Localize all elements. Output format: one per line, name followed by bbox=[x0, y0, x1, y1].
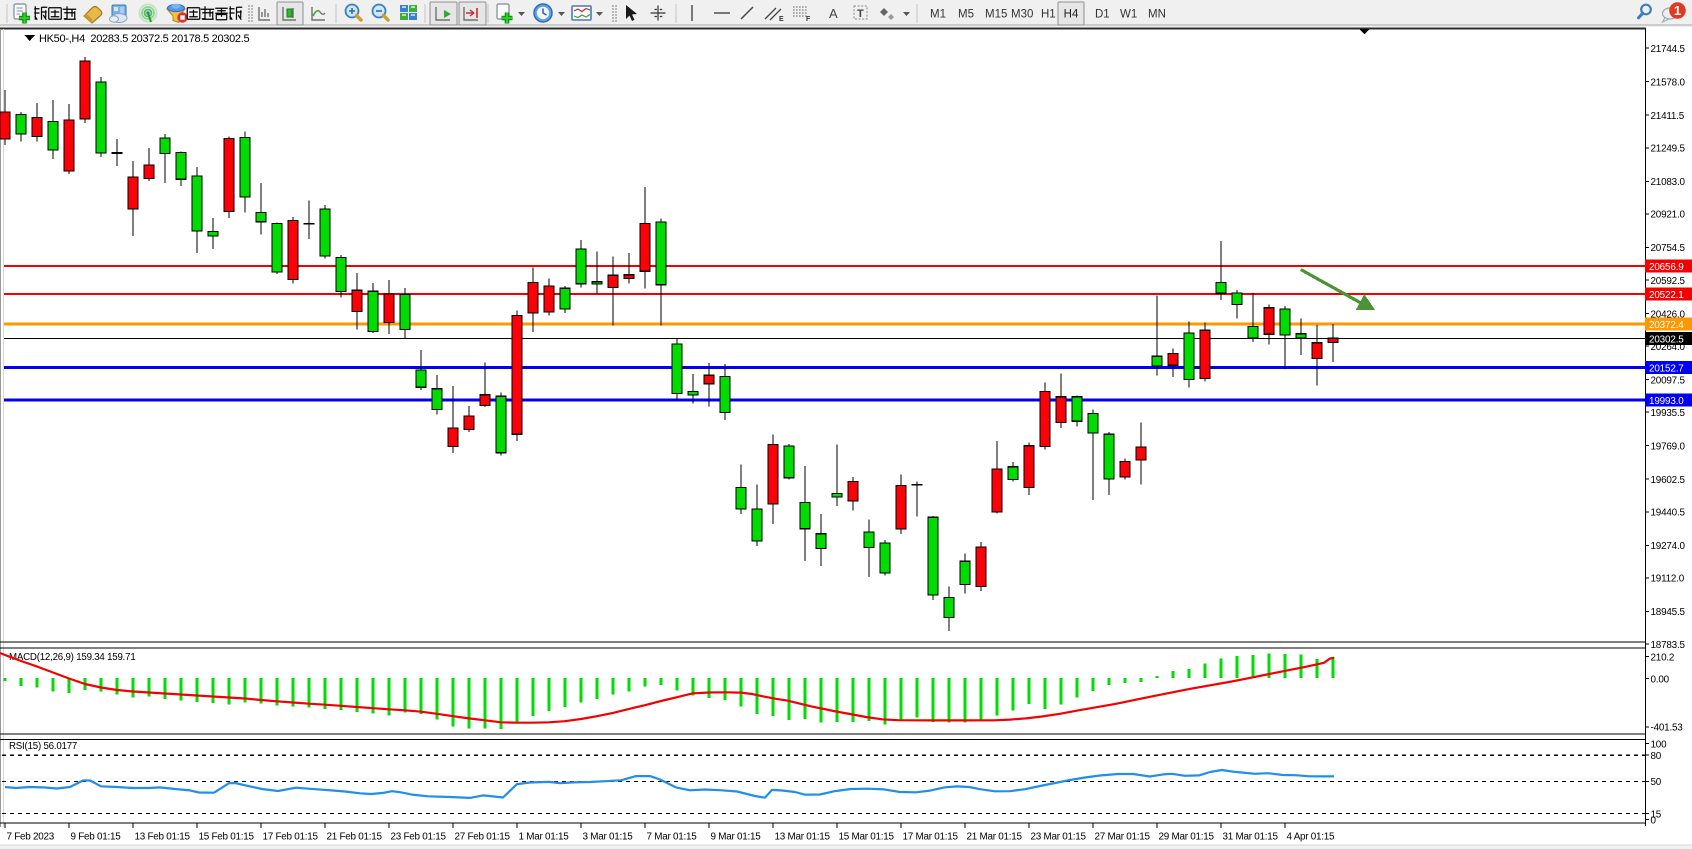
svg-text:20921.0: 20921.0 bbox=[1651, 210, 1686, 221]
svg-text:19602.5: 19602.5 bbox=[1651, 475, 1686, 486]
svg-text:0.00: 0.00 bbox=[1651, 675, 1670, 686]
svg-text:100: 100 bbox=[1651, 740, 1668, 751]
svg-text:1: 1 bbox=[1674, 3, 1681, 18]
svg-text:23 Mar 01:15: 23 Mar 01:15 bbox=[1031, 832, 1087, 843]
svg-text:23 Feb 01:15: 23 Feb 01:15 bbox=[391, 832, 447, 843]
svg-text:80: 80 bbox=[1651, 751, 1662, 762]
svg-text:50: 50 bbox=[1651, 777, 1662, 788]
svg-text:20152.7: 20152.7 bbox=[1649, 364, 1684, 375]
svg-text:21083.0: 21083.0 bbox=[1651, 177, 1686, 188]
svg-text:1 Mar 01:15: 1 Mar 01:15 bbox=[519, 832, 570, 843]
svg-text:7 Feb 2023: 7 Feb 2023 bbox=[7, 832, 55, 843]
svg-text:RSI(15) 56.0177: RSI(15) 56.0177 bbox=[9, 741, 77, 752]
svg-text:20592.5: 20592.5 bbox=[1651, 276, 1686, 287]
svg-text:MN: MN bbox=[1148, 9, 1166, 21]
svg-text:7 Mar 01:15: 7 Mar 01:15 bbox=[647, 832, 698, 843]
svg-text:31 Mar 01:15: 31 Mar 01:15 bbox=[1223, 832, 1279, 843]
svg-text:20302.5: 20302.5 bbox=[1649, 335, 1684, 346]
svg-text:D1: D1 bbox=[1095, 9, 1110, 21]
svg-text:210.2: 210.2 bbox=[1651, 652, 1675, 663]
svg-text:27 Mar 01:15: 27 Mar 01:15 bbox=[1095, 832, 1151, 843]
svg-text:0: 0 bbox=[1651, 815, 1657, 826]
svg-text:20754.5: 20754.5 bbox=[1651, 243, 1686, 254]
svg-text:F: F bbox=[806, 16, 811, 23]
svg-text:15 Mar 01:15: 15 Mar 01:15 bbox=[839, 832, 895, 843]
svg-text:15 Feb 01:15: 15 Feb 01:15 bbox=[199, 832, 255, 843]
svg-text:M5: M5 bbox=[958, 9, 974, 21]
svg-text:E: E bbox=[779, 16, 784, 23]
svg-text:27 Feb 01:15: 27 Feb 01:15 bbox=[455, 832, 511, 843]
svg-text:H1: H1 bbox=[1041, 9, 1056, 21]
svg-text:9 Mar 01:15: 9 Mar 01:15 bbox=[711, 832, 762, 843]
svg-text:15: 15 bbox=[1651, 809, 1662, 820]
svg-text:17 Feb 01:15: 17 Feb 01:15 bbox=[263, 832, 319, 843]
svg-text:-401.53: -401.53 bbox=[1651, 723, 1684, 734]
svg-text:19112.0: 19112.0 bbox=[1651, 574, 1685, 585]
svg-text:20372.4: 20372.4 bbox=[1649, 320, 1684, 331]
svg-text:19274.0: 19274.0 bbox=[1651, 541, 1686, 552]
svg-text:21 Feb 01:15: 21 Feb 01:15 bbox=[327, 832, 383, 843]
svg-text:9 Feb 01:15: 9 Feb 01:15 bbox=[71, 832, 122, 843]
svg-text:17 Mar 01:15: 17 Mar 01:15 bbox=[903, 832, 959, 843]
svg-text:29 Mar 01:15: 29 Mar 01:15 bbox=[1159, 832, 1215, 843]
svg-text:21249.5: 21249.5 bbox=[1651, 144, 1686, 155]
svg-text:13 Mar 01:15: 13 Mar 01:15 bbox=[775, 832, 831, 843]
svg-text:19440.5: 19440.5 bbox=[1651, 508, 1686, 519]
svg-text:13 Feb 01:15: 13 Feb 01:15 bbox=[135, 832, 191, 843]
svg-text:MACD(12,26,9) 159.34 159.71: MACD(12,26,9) 159.34 159.71 bbox=[9, 652, 136, 663]
svg-text:20426.0: 20426.0 bbox=[1651, 309, 1686, 320]
svg-text:W1: W1 bbox=[1120, 9, 1137, 21]
svg-text:H4: H4 bbox=[1064, 9, 1079, 21]
svg-text:19993.0: 19993.0 bbox=[1649, 396, 1684, 407]
svg-text:20656.9: 20656.9 bbox=[1649, 262, 1684, 273]
svg-text:HK50-,H4 20283.5 20372.5 2017: HK50-,H4 20283.5 20372.5 20178.5 20302.5 bbox=[39, 33, 250, 45]
svg-text:18945.5: 18945.5 bbox=[1651, 607, 1686, 618]
svg-text:A: A bbox=[829, 6, 838, 21]
svg-text:20522.1: 20522.1 bbox=[1649, 290, 1684, 301]
svg-text:20097.5: 20097.5 bbox=[1651, 375, 1686, 386]
svg-text:21744.5: 21744.5 bbox=[1651, 44, 1686, 55]
svg-text:M15: M15 bbox=[985, 9, 1007, 21]
svg-text:M1: M1 bbox=[930, 9, 946, 21]
svg-text:M30: M30 bbox=[1011, 9, 1033, 21]
svg-text:21411.5: 21411.5 bbox=[1651, 111, 1685, 122]
svg-text:19769.0: 19769.0 bbox=[1651, 442, 1686, 453]
svg-text:4 Apr 01:15: 4 Apr 01:15 bbox=[1287, 832, 1336, 843]
svg-text:20264.0: 20264.0 bbox=[1651, 342, 1686, 353]
svg-text:3 Mar 01:15: 3 Mar 01:15 bbox=[583, 832, 634, 843]
svg-text:19935.5: 19935.5 bbox=[1651, 408, 1686, 419]
svg-text:21 Mar 01:15: 21 Mar 01:15 bbox=[967, 832, 1023, 843]
svg-text:18783.5: 18783.5 bbox=[1651, 640, 1686, 651]
svg-text:T: T bbox=[857, 8, 864, 20]
svg-text:21578.0: 21578.0 bbox=[1651, 78, 1686, 89]
